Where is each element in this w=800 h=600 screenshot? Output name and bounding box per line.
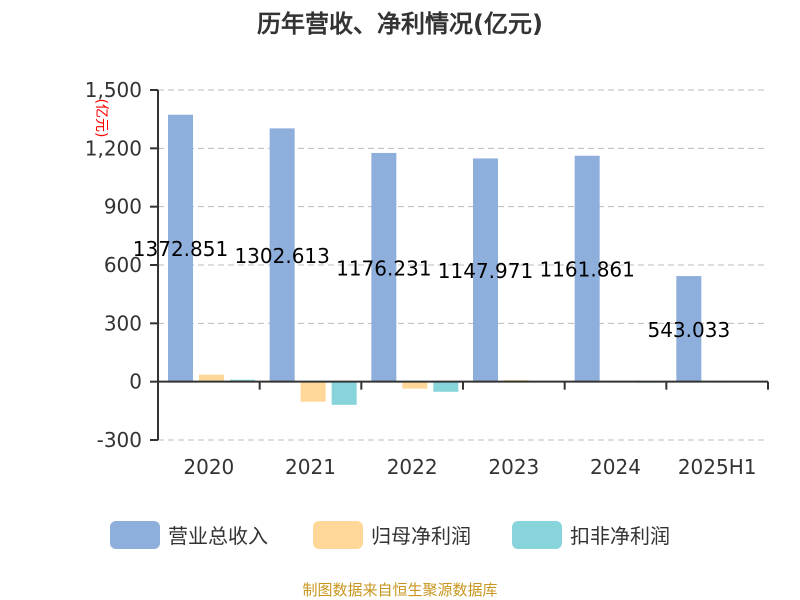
data-label: 543.033 [647,318,730,342]
data-label: 1176.231 [336,256,431,280]
x-tick-label: 2020 [183,455,234,479]
y-tick-label: 1,500 [85,78,142,102]
legend-swatch [512,521,562,549]
y-tick-label: 1,200 [85,136,142,160]
bar-2 [300,381,326,402]
bar-1 [473,158,498,382]
x-tick-label: 2025H1 [678,455,757,479]
legend-label: 扣非净利润 [570,524,670,548]
legend-label: 营业总收入 [168,524,268,548]
y-tick-label: 300 [104,311,142,335]
x-tick-label: 2024 [590,455,641,479]
chart-title: 历年营收、净利情况(亿元) [257,10,543,38]
legend-label: 归母净利润 [371,524,471,548]
data-label: 1372.851 [133,237,228,261]
bar-3 [331,381,357,405]
legend-swatch [110,521,160,549]
x-tick-label: 2023 [488,455,539,479]
x-tick-label: 2022 [387,455,438,479]
data-label: 1302.613 [234,244,329,268]
data-label: 1147.971 [438,259,533,283]
bar-2 [199,374,224,382]
x-tick-label: 2021 [285,455,336,479]
y-tick-label: -300 [97,428,142,452]
source-note: 制图数据来自恒生聚源数据库 [302,581,497,599]
y-tick-label: 0 [129,370,142,394]
legend-swatch [313,521,363,549]
bar-1 [168,114,193,382]
bar-1 [574,155,600,382]
bar-1 [269,128,295,382]
bar-1 [371,152,397,382]
y-tick-label: 600 [104,253,142,277]
y-tick-label: 900 [104,195,142,219]
y-axis-label: (亿元) [93,99,109,138]
bar-2 [402,381,428,389]
bar-1 [676,276,702,382]
bar-3 [433,381,459,392]
data-label: 1161.861 [539,258,634,282]
